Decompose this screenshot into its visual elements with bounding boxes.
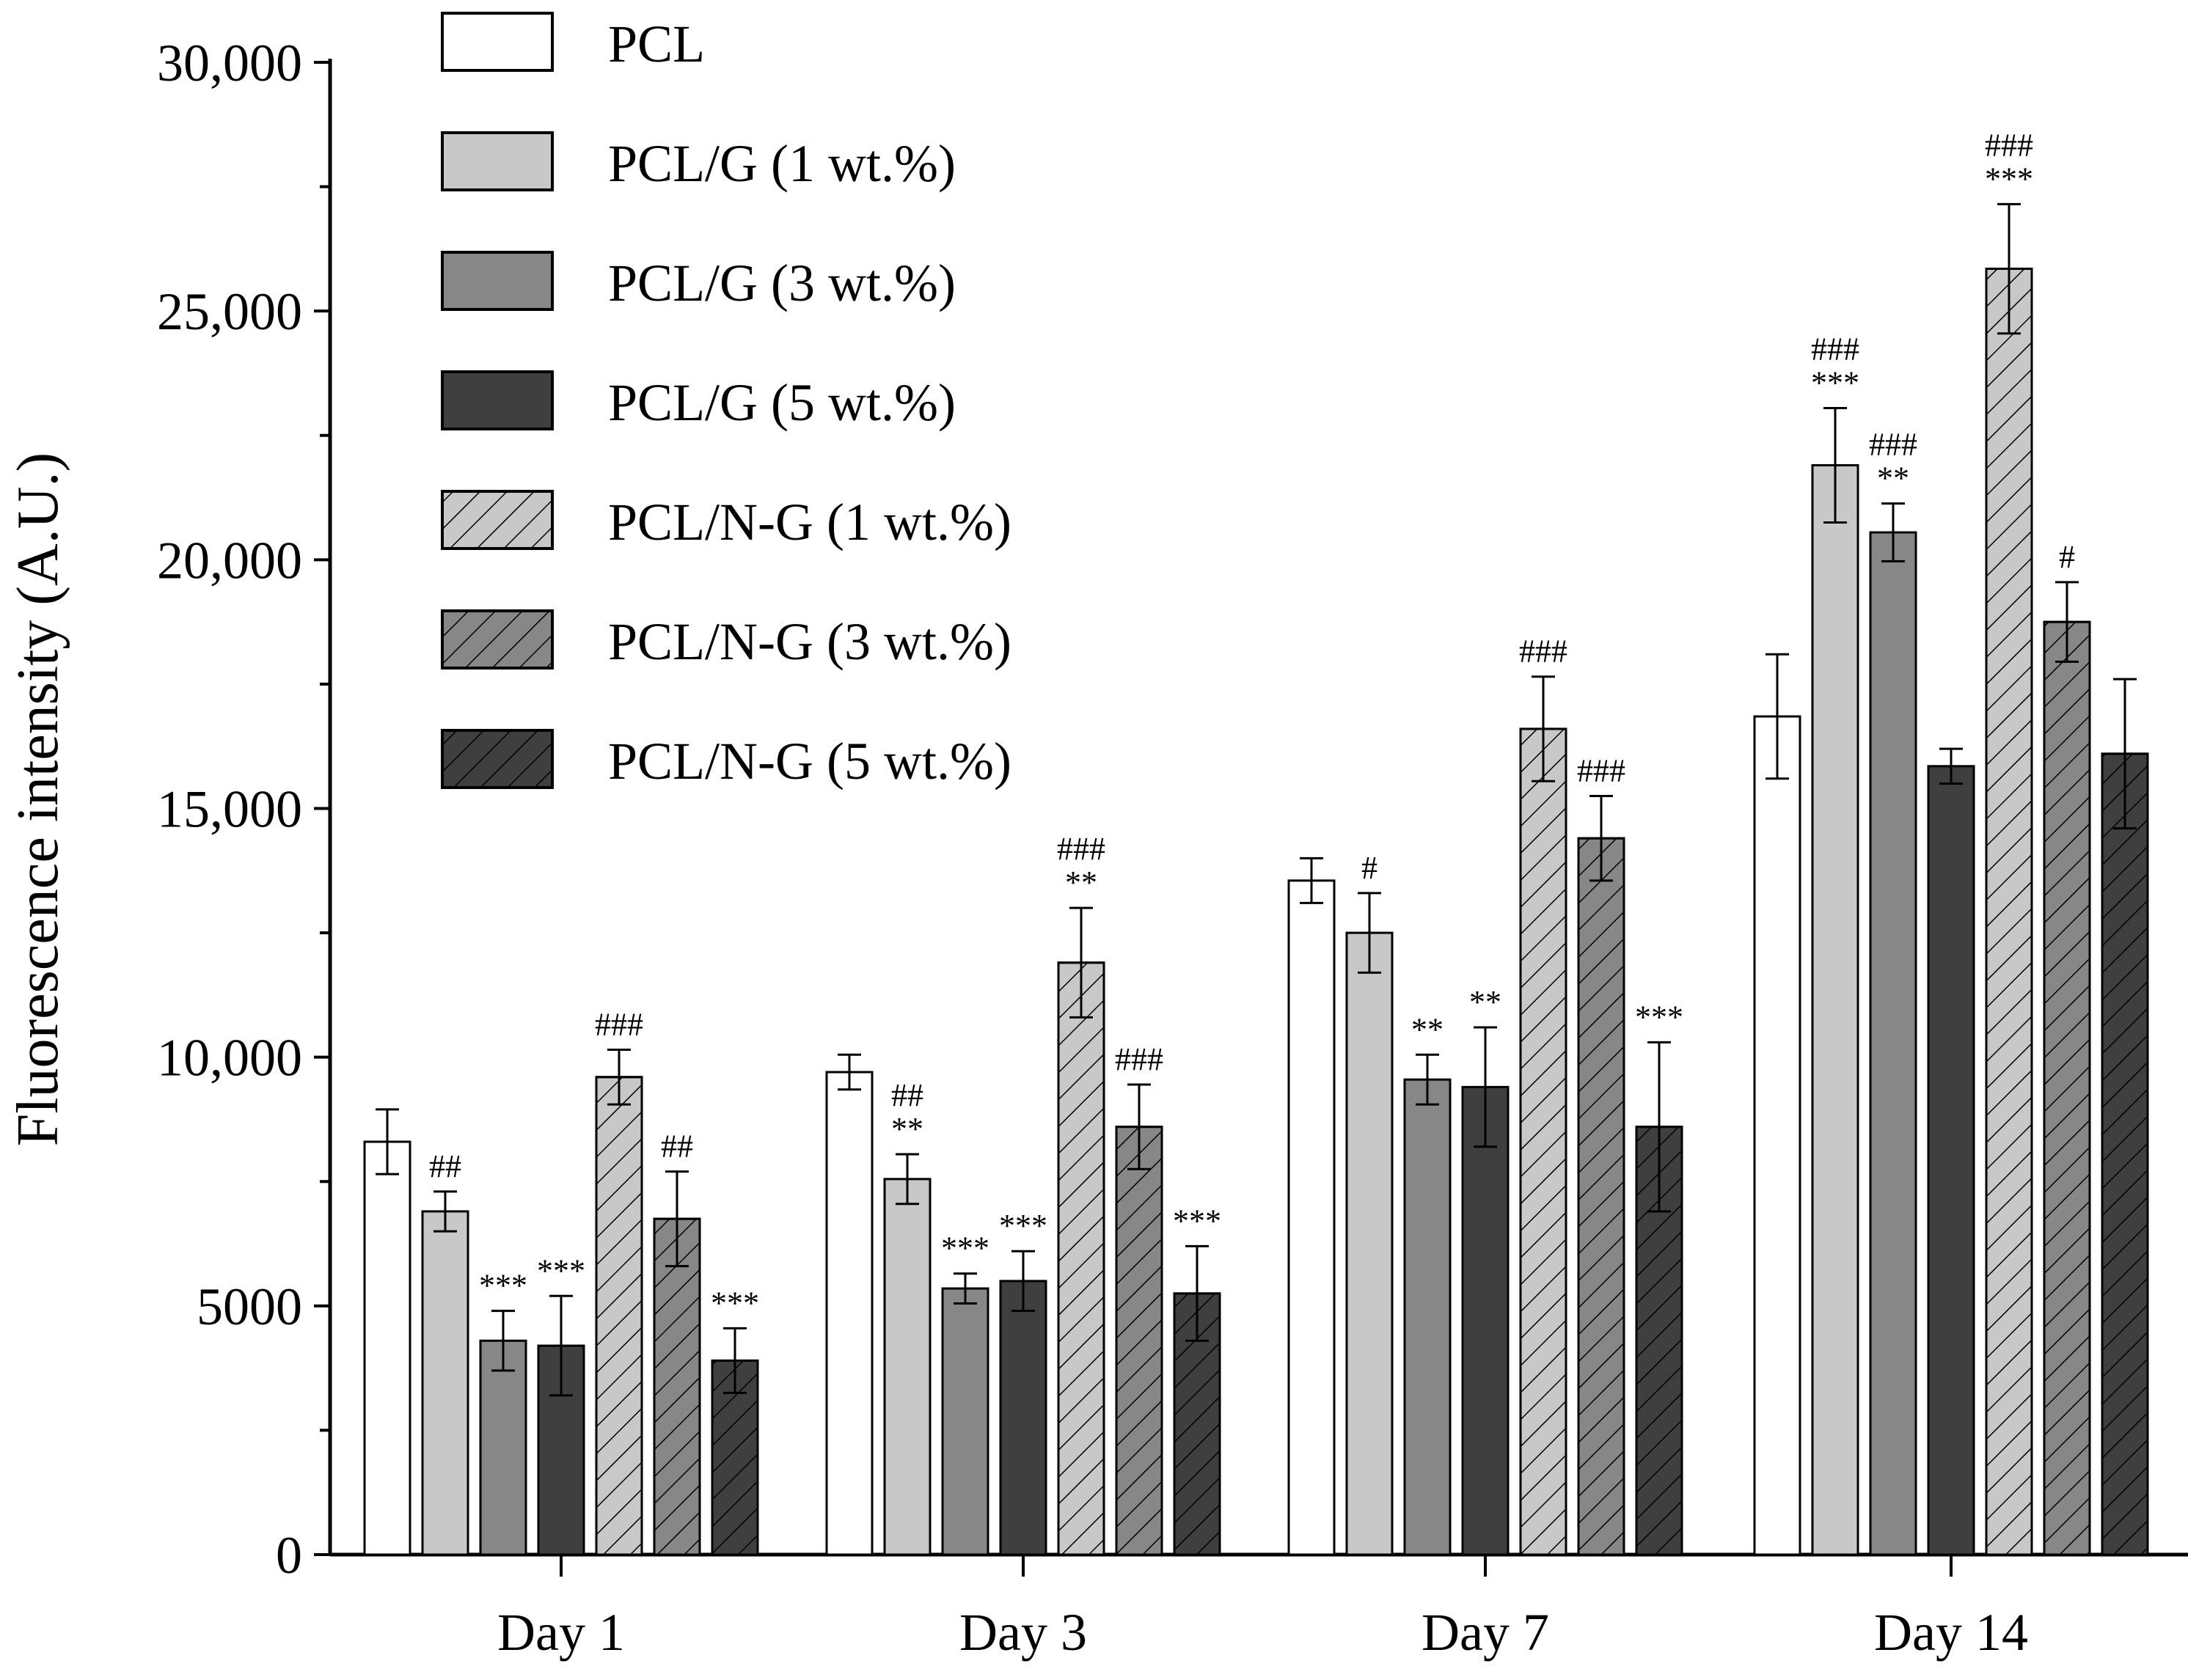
significance-label: *** bbox=[941, 1230, 989, 1266]
significance-label: *** bbox=[999, 1208, 1047, 1244]
axes: 0 5000 10,000 15,000 20,000 25,000 30,000 Day 1… bbox=[157, 34, 2188, 1662]
bar-hatch bbox=[2043, 620, 2091, 1556]
significance-label: ### ** bbox=[1869, 427, 1917, 496]
bar bbox=[421, 1210, 469, 1556]
x-tick-label: Day 1 bbox=[497, 1603, 625, 1662]
bar bbox=[883, 1178, 932, 1556]
legend-label: PCL bbox=[608, 15, 705, 73]
significance-label: # bbox=[2059, 539, 2075, 575]
legend-label: PCL/N-G (5 wt.%) bbox=[608, 732, 1011, 791]
bar bbox=[941, 1287, 989, 1556]
significance-label: ### ** bbox=[1057, 831, 1105, 900]
bar bbox=[1869, 531, 1917, 1556]
legend-swatch-hatch bbox=[441, 729, 554, 789]
legend-label: PCL/N-G (1 wt.%) bbox=[608, 493, 1011, 551]
bar-hatch bbox=[1519, 727, 1567, 1556]
y-tick-label: 15,000 bbox=[157, 780, 302, 839]
legend-swatch bbox=[441, 12, 554, 72]
legend-label: PCL/N-G (3 wt.%) bbox=[608, 612, 1011, 671]
significance-label: ### *** bbox=[1811, 331, 1859, 400]
significance-label: ** bbox=[1411, 1011, 1444, 1047]
significance-label: ### bbox=[1115, 1041, 1163, 1077]
significance-label: # bbox=[1361, 850, 1377, 886]
bar-hatch bbox=[1985, 268, 2033, 1556]
bar-hatch bbox=[653, 1217, 701, 1556]
y-axis-label: Fluorescence intensity (A.U.) bbox=[6, 452, 70, 1146]
y-tick-label: 25,000 bbox=[157, 282, 302, 341]
bar bbox=[479, 1339, 527, 1556]
significance-label: *** bbox=[479, 1268, 527, 1304]
significance-label: ** bbox=[1469, 984, 1501, 1020]
bar bbox=[1345, 931, 1394, 1556]
bar bbox=[1287, 879, 1336, 1556]
legend-swatch bbox=[441, 370, 554, 430]
bar bbox=[1403, 1078, 1452, 1556]
x-tick-label: Day 7 bbox=[1422, 1603, 1549, 1662]
significance-label: ### *** bbox=[1985, 127, 2033, 197]
legend-label: PCL/G (1 wt.%) bbox=[608, 134, 956, 193]
bar bbox=[1811, 463, 1859, 1556]
significance-label: *** bbox=[1173, 1203, 1221, 1239]
bar-hatch bbox=[711, 1359, 759, 1556]
bar-hatch bbox=[1115, 1126, 1163, 1556]
bar bbox=[999, 1280, 1047, 1556]
significance-label: *** bbox=[711, 1285, 759, 1321]
significance-label: ### bbox=[595, 1006, 643, 1042]
y-tick-label: 10,000 bbox=[157, 1029, 302, 1087]
significance-label: ### bbox=[1519, 634, 1567, 670]
bar-hatch bbox=[595, 1076, 643, 1556]
y-tick-label: 5000 bbox=[197, 1277, 302, 1336]
significance-label: ## ** bbox=[891, 1077, 923, 1147]
legend-label: PCL/G (3 wt.%) bbox=[608, 254, 956, 312]
x-tick-label: Day 3 bbox=[959, 1603, 1087, 1662]
y-tick-label: 0 bbox=[276, 1526, 302, 1585]
legend-swatch-hatch bbox=[441, 490, 554, 550]
x-tick-label: Day 14 bbox=[1874, 1603, 2028, 1662]
significance-label: *** bbox=[537, 1252, 585, 1288]
significance-label: ## bbox=[429, 1148, 461, 1184]
y-tick-label: 20,000 bbox=[157, 531, 302, 590]
bar-hatch bbox=[1057, 961, 1105, 1556]
bar bbox=[363, 1140, 411, 1556]
legend: PCL PCL/G (1 wt.%) PCL/G (3 wt.%) PCL/G (5 … bbox=[441, 12, 1011, 791]
bar bbox=[825, 1071, 874, 1556]
legend-swatch bbox=[441, 131, 554, 191]
bars: ##*** ***#####***## ********### **###***#**… bbox=[363, 127, 2149, 1556]
y-tick-label: 30,000 bbox=[157, 34, 302, 92]
bar-hatch bbox=[1577, 837, 1625, 1556]
legend-swatch-hatch bbox=[441, 609, 554, 670]
legend-label: PCL/G (5 wt.%) bbox=[608, 373, 956, 432]
significance-label: *** bbox=[1635, 999, 1683, 1035]
significance-label: ### bbox=[1577, 753, 1625, 789]
legend-swatch bbox=[441, 251, 554, 311]
bar bbox=[1753, 715, 1801, 1556]
bar-hatch bbox=[2101, 752, 2149, 1556]
bar bbox=[1927, 765, 1975, 1556]
bar bbox=[1461, 1085, 1510, 1556]
significance-label: ## bbox=[661, 1129, 693, 1164]
